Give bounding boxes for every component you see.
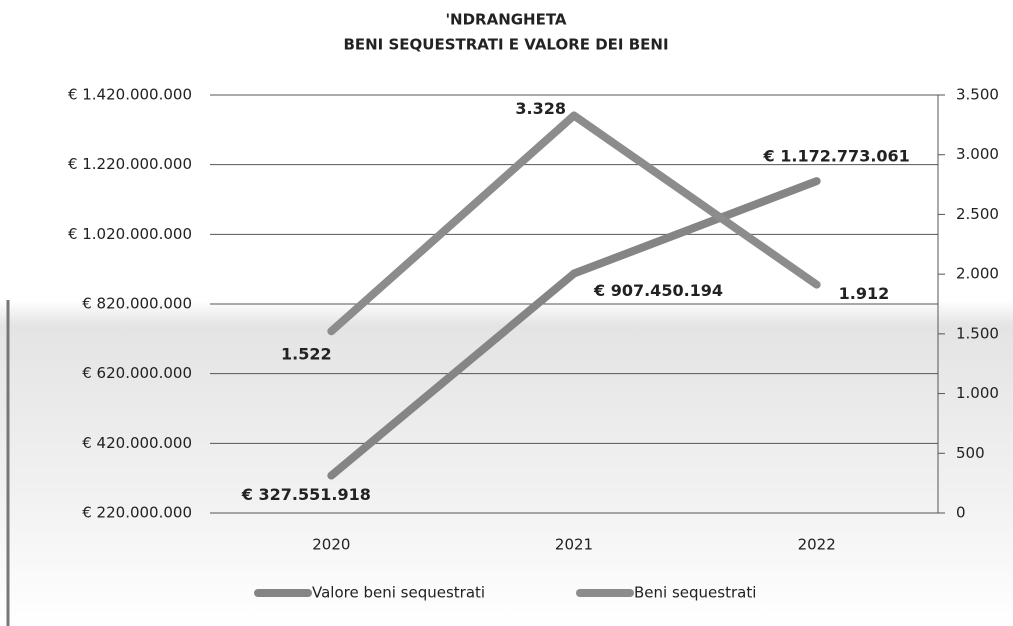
y-tick-label: € 1.020.000.000 [68,225,192,243]
line-series [327,177,821,480]
y-tick-label: € 620.000.000 [82,364,192,382]
y-tick-label: € 220.000.000 [82,504,192,522]
data-label: € 1.172.773.061 [763,147,910,166]
data-label: € 907.450.194 [593,281,723,300]
chart-title: BENI SEQUESTRATI E VALORE DEI BENI [343,36,668,54]
y-tick-label: € 1.220.000.000 [68,155,192,173]
y2-tick-label: 1.500 [956,324,999,342]
y2-tick-label: 2.000 [956,265,999,283]
data-label: 3.328 [515,99,566,118]
y-tick-label: € 420.000.000 [82,434,192,452]
y2-tick-label: 0 [956,504,966,522]
y-tick-label: € 820.000.000 [82,295,192,313]
legend-label: Valore beni sequestrati [312,584,485,602]
x-tick-label: 2021 [555,536,593,554]
chart-title: 'NDRANGHETA [445,11,566,29]
y2-tick-label: 2.500 [956,205,999,223]
y2-tick-label: 3.500 [956,86,999,104]
line-series [327,111,821,336]
x-tick-label: 2022 [798,536,836,554]
data-label: 1.522 [281,345,332,364]
legend-label: Beni sequestrati [634,584,756,602]
y-tick-label: € 1.420.000.000 [68,86,192,104]
x-tick-label: 2020 [312,536,350,554]
y2-tick-label: 1.000 [956,384,999,402]
data-label: € 327.551.918 [241,485,371,504]
y2-tick-label: 3.000 [956,145,999,163]
data-label: 1.912 [839,284,890,303]
y2-tick-label: 500 [956,444,985,462]
